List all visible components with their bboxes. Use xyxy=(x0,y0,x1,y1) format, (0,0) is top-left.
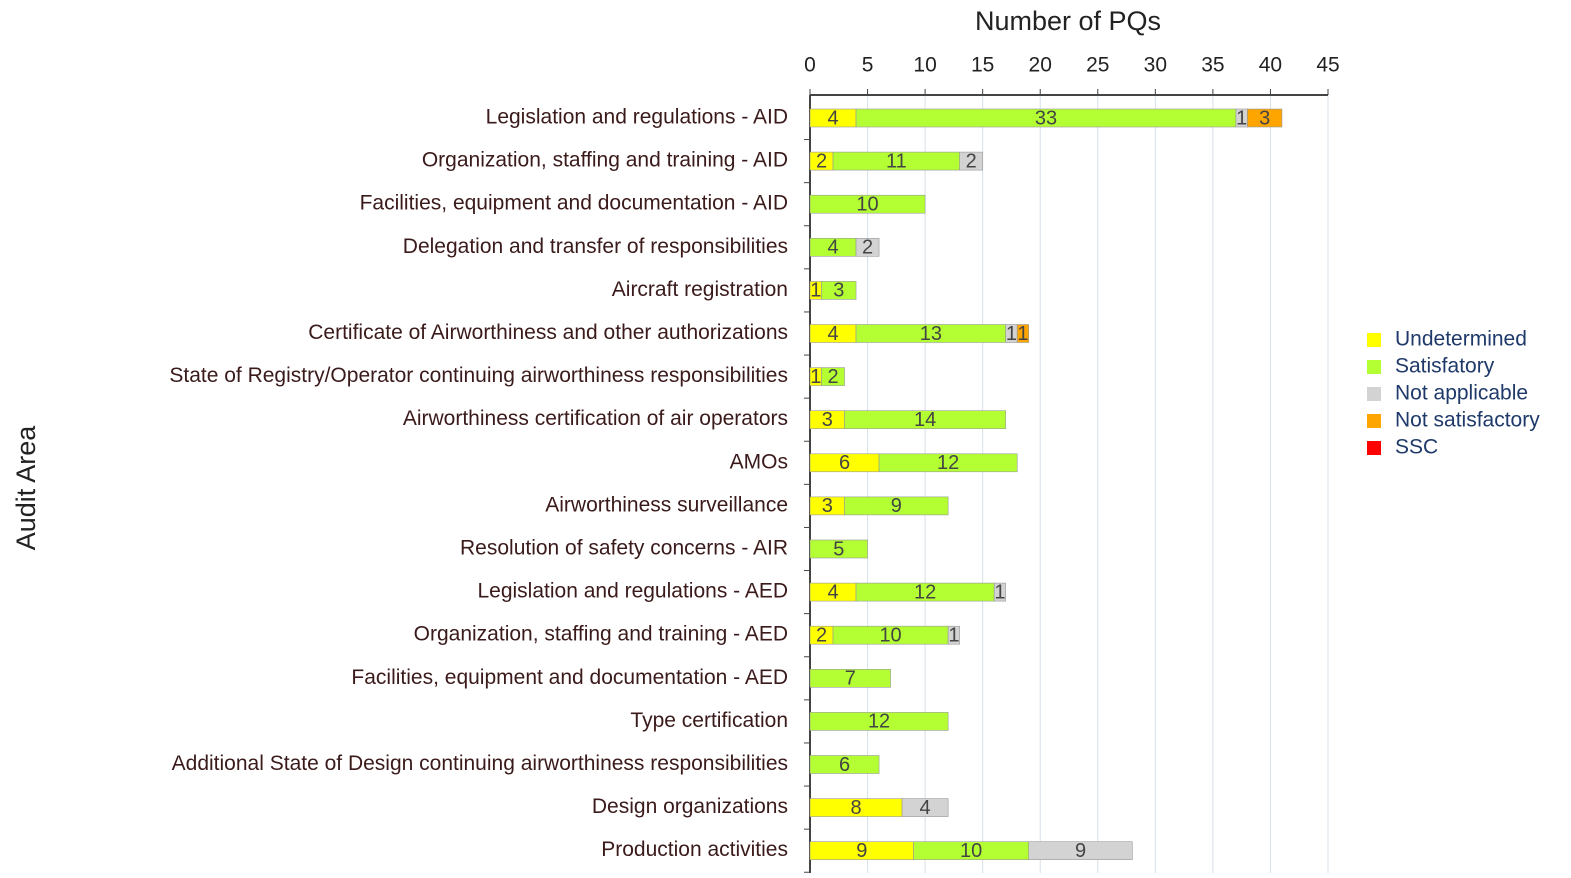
x-tick-label: 35 xyxy=(1201,54,1224,77)
x-tick-label: 45 xyxy=(1316,54,1339,77)
data-label: 12 xyxy=(914,581,936,603)
data-label: 1 xyxy=(810,366,821,388)
data-label: 6 xyxy=(839,754,850,776)
data-label: 1 xyxy=(1236,107,1247,129)
data-label: 10 xyxy=(879,624,901,646)
data-label: 8 xyxy=(850,797,861,819)
bar-segment xyxy=(878,453,1018,473)
x-tick-label: 25 xyxy=(1086,54,1109,77)
data-label: 4 xyxy=(827,107,838,129)
data-label: 2 xyxy=(966,150,977,172)
x-tick-label: 20 xyxy=(1029,54,1052,77)
bar-segment xyxy=(959,151,983,171)
legend-swatch xyxy=(1367,360,1381,374)
data-label: 10 xyxy=(960,840,982,862)
category-label: Delegation and transfer of responsibilit… xyxy=(403,235,788,258)
category-label: Resolution of safety concerns - AIR xyxy=(460,537,788,560)
data-label: 7 xyxy=(845,668,856,690)
data-label: 2 xyxy=(816,150,827,172)
data-label: 6 xyxy=(839,452,850,474)
category-label: Facilities, equipment and documentation … xyxy=(351,666,788,689)
data-label: 3 xyxy=(1259,107,1270,129)
category-label: Production activities xyxy=(601,838,788,861)
category-label: Airworthiness surveillance xyxy=(545,493,788,516)
legend-label: Not satisfactory xyxy=(1395,409,1540,432)
x-tick-label: 15 xyxy=(971,54,994,77)
data-label: 2 xyxy=(816,624,827,646)
data-label: 12 xyxy=(868,711,890,733)
category-label: Certificate of Airworthiness and other a… xyxy=(308,321,788,344)
category-label: Type certification xyxy=(630,709,788,732)
data-label: 9 xyxy=(856,840,867,862)
bar-segment xyxy=(844,496,949,516)
data-label: 1 xyxy=(1017,323,1028,345)
data-label: 33 xyxy=(1035,107,1057,129)
category-label: Facilities, equipment and documentation … xyxy=(360,192,788,215)
data-label: 10 xyxy=(856,193,878,215)
y-axis-title: Audit Area xyxy=(11,425,41,551)
data-label: 9 xyxy=(891,495,902,517)
data-label: 1 xyxy=(994,581,1005,603)
category-label: Design organizations xyxy=(592,795,788,818)
legend-label: Not applicable xyxy=(1395,382,1528,405)
bar-segment xyxy=(809,755,880,774)
x-axis-title: Number of PQs xyxy=(975,6,1161,36)
x-tick-label: 40 xyxy=(1259,54,1282,77)
data-label: 11 xyxy=(886,150,907,172)
data-label: 1 xyxy=(810,280,821,302)
bar-segment xyxy=(947,625,960,645)
category-label: Organization, staffing and training - AI… xyxy=(422,149,788,172)
data-label: 4 xyxy=(827,581,838,603)
legend-swatch xyxy=(1367,333,1381,347)
bar-segment xyxy=(1028,841,1133,861)
x-tick-label: 30 xyxy=(1144,54,1167,77)
legend-swatch xyxy=(1367,387,1381,401)
data-label: 9 xyxy=(1075,840,1086,862)
category-label: Legislation and regulations - AID xyxy=(486,106,788,129)
x-tick-label: 10 xyxy=(913,54,936,77)
data-label: 1 xyxy=(1006,323,1017,345)
legend-label: Satisfatory xyxy=(1395,355,1495,378)
bar-segment xyxy=(809,668,891,688)
data-label: 2 xyxy=(827,366,838,388)
data-label: 12 xyxy=(937,452,959,474)
data-label: 3 xyxy=(822,495,833,517)
legend-swatch xyxy=(1367,414,1381,428)
bar-segment xyxy=(901,798,949,817)
data-label: 4 xyxy=(827,323,838,345)
category-label: State of Registry/Operator continuing ai… xyxy=(169,364,788,387)
bar-segment xyxy=(809,539,868,559)
bar-segment xyxy=(821,367,845,386)
bar-segment xyxy=(1247,108,1283,128)
legend-label: SSC xyxy=(1395,436,1438,459)
category-label: AMOs xyxy=(730,450,788,473)
bar-segment xyxy=(1016,324,1030,343)
data-label: 13 xyxy=(920,323,942,345)
category-label: Airworthiness certification of air opera… xyxy=(403,407,788,430)
data-label: 14 xyxy=(914,409,936,431)
bar-segment xyxy=(809,194,926,214)
category-label: Additional State of Design continuing ai… xyxy=(172,752,788,775)
bar-segment xyxy=(821,281,857,300)
x-tick-label: 0 xyxy=(804,54,816,77)
legend-swatch xyxy=(1367,441,1381,455)
category-label: Organization, staffing and training - AE… xyxy=(414,623,788,646)
data-label: 2 xyxy=(862,237,873,259)
bar-segment xyxy=(809,712,949,731)
data-label: 1 xyxy=(948,624,959,646)
data-label: 5 xyxy=(833,538,844,560)
bar-segment xyxy=(993,582,1006,602)
data-label: 4 xyxy=(827,237,838,259)
x-tick-label: 5 xyxy=(862,54,874,77)
category-label: Legislation and regulations - AED xyxy=(477,580,788,603)
bar-segment xyxy=(844,410,1006,430)
legend-label: Undetermined xyxy=(1395,328,1527,351)
data-label: 3 xyxy=(822,409,833,431)
bar-segment xyxy=(855,238,880,257)
data-label: 3 xyxy=(833,280,844,302)
data-label: 4 xyxy=(920,797,931,819)
category-label: Aircraft registration xyxy=(612,278,788,301)
